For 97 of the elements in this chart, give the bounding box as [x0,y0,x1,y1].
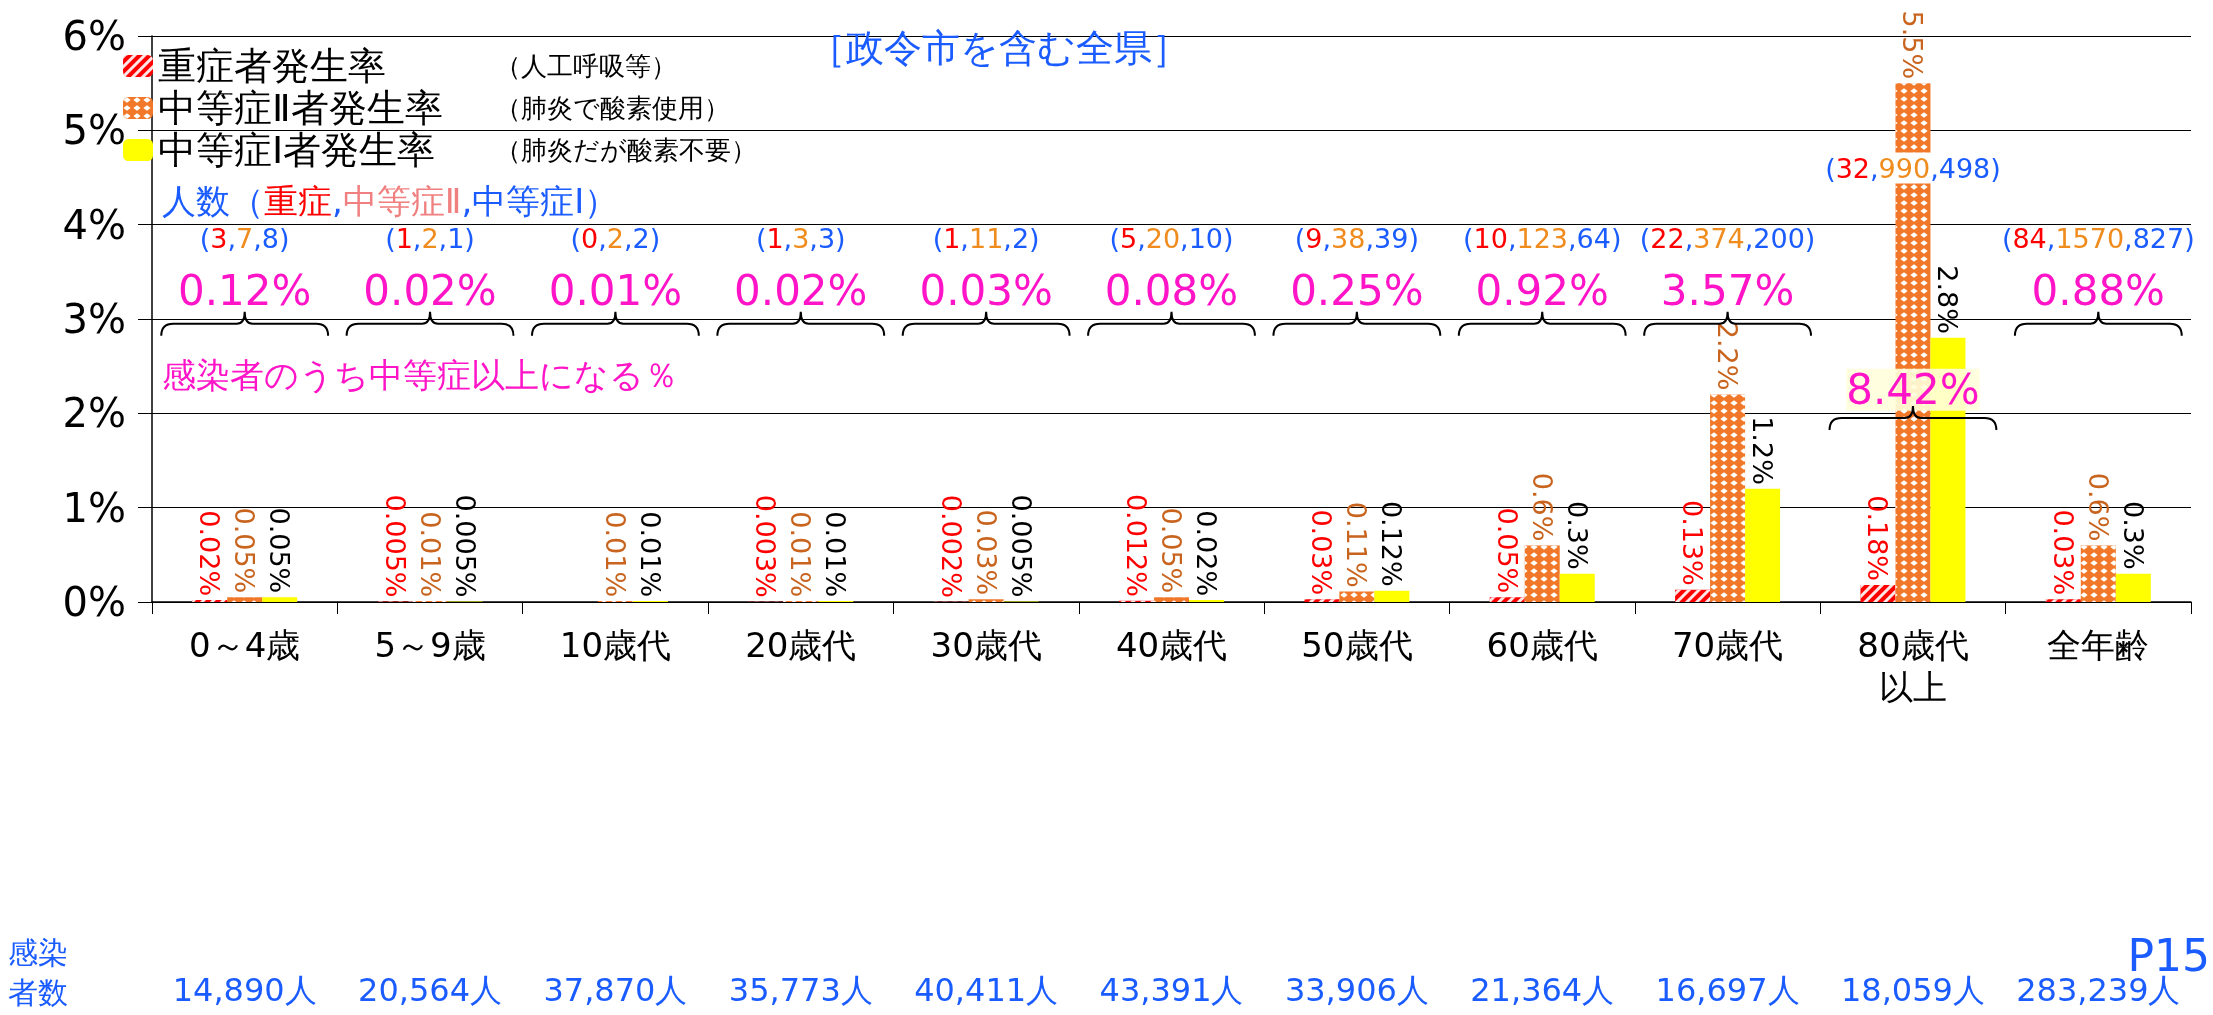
text: 43,391人 [1099,971,1244,1009]
bar [1559,573,1595,602]
y-tick-label: 6% [62,13,126,59]
x-tick-label: 60歳代 [1486,625,1598,665]
data-label: 0.01% [820,511,852,598]
annotation: (10,123,64) [1462,223,1622,255]
annotation: (9,38,39) [1294,223,1419,255]
data-label: 0.02% [194,510,226,597]
data-label: 0.01% [634,511,666,598]
x-tick-label: 5～9歳 [374,625,486,665]
bar [1374,590,1410,602]
annotation: 0.12% [177,266,312,316]
text: 14,890人 [172,971,317,1009]
data-label: 0.05% [229,507,261,594]
x-tick-label: 70歳代 [1671,625,1784,665]
annotation: 0.92% [1475,266,1609,316]
bar [262,597,298,602]
data-label: 0.6% [1526,472,1558,542]
y-tick-label: 0% [62,579,126,625]
annotation: (1,11,2) [932,223,1040,255]
text: 37,870人 [543,971,688,1009]
x-tick-label: 0～4歳 [189,625,301,665]
data-label: 5.5% [1897,10,1929,80]
annotation: 8.42% [1846,365,1980,415]
x-tick-label: 30歳代 [930,625,1042,665]
y-tick-label: 2% [62,390,126,437]
x-tick-label: 50歳代 [1301,625,1413,665]
data-label: 0.05% [264,507,296,594]
data-label: 1.2% [1747,416,1779,485]
annotation: (84,1570,827) [2001,223,2195,255]
data-label: 0.13% [1677,499,1709,586]
text: 18,059人 [1840,971,1985,1009]
text: 33,906人 [1284,971,1429,1009]
legend-label: 中等症Ⅰ者発生率 [158,128,436,172]
annotation: （人工呼吸等） [494,51,677,81]
data-label: 0.03% [970,509,1002,596]
annotation: 0.02% [734,266,868,316]
x-tick-label: 40歳代 [1115,625,1228,665]
data-label: 0.003% [750,494,782,598]
text: 40,411人 [914,971,1059,1009]
data-label: 0.01% [785,511,817,598]
annotation: 0.01% [548,266,683,316]
data-label: 0.01% [414,511,446,598]
annotation: 0.02% [363,266,497,316]
annotation: 3.57% [1660,266,1795,316]
bar [1745,488,1781,602]
y-tick-label: 3% [62,296,126,342]
y-tick-label: 4% [62,201,126,248]
data-label: 2.8% [1932,265,1964,334]
annotation: (3,7,8) [199,223,290,255]
annotation: （肺炎で酸素使用） [494,93,730,123]
annotation: 感染者のうち中等症以上になる％ [162,355,678,395]
data-label: 2.2% [1712,321,1744,391]
bar [2115,573,2151,602]
annotation: (1,2,1) [385,223,475,255]
x-tick-label: 20歳代 [745,625,857,665]
annotation: (32,990,498) [1825,152,2001,184]
annotation: 人数（重症,中等症Ⅱ,中等症Ⅰ） [162,181,619,221]
annotation: (0,2,2) [570,223,661,255]
data-label: 0.05% [1156,507,1187,594]
data-label: 0.005% [379,494,411,598]
data-label: 0.18% [1862,495,1894,582]
annotation: 0.25% [1290,266,1424,316]
data-label: 0.11% [1341,501,1373,588]
y-tick-label: 1% [62,484,126,531]
text: 16,697人 [1655,971,1800,1009]
x-tick-label: 全年齢 [2047,625,2150,665]
annotation: (1,3,3) [755,223,846,255]
legend-label: 中等症Ⅱ者発生率 [158,86,443,130]
data-label: 0.005% [449,494,481,598]
annotation: 0.03% [919,266,1053,316]
legend-label: 重症者発生率 [158,44,386,88]
data-label: 0.6% [2082,472,2114,542]
annotation: 0.88% [2031,266,2166,316]
data-label: 0.03% [2047,509,2079,596]
data-label: 0.05% [1491,507,1523,594]
annotation: (5,20,10) [1109,223,1234,255]
annotation: ［政令市を含む全県］ [808,26,1190,70]
data-label: 0.01% [599,511,631,598]
y-tick-label: 5% [62,107,126,154]
data-label: 0.012% [1121,493,1152,597]
text: 感染者数 [8,934,68,1010]
text: 21,364人 [1470,971,1615,1009]
text: 20,564人 [358,971,503,1009]
data-label: 0.3% [2117,501,2149,570]
data-label: 0.3% [1561,501,1593,570]
data-label: 0.12% [1376,500,1408,587]
annotation: (22,374,200) [1639,223,1816,255]
x-tick-label: 10歳代 [559,625,672,665]
data-label: 0.005% [1005,494,1037,598]
data-label: 0.02% [1191,510,1222,597]
annotation: 0.08% [1104,266,1239,316]
data-label: 0.03% [1306,509,1338,596]
annotation: （肺炎だが酸素不要） [494,135,757,165]
data-label: 0.002% [935,494,967,598]
text: 35,773人 [728,971,873,1009]
x-tick-label: 80歳代以上 [1857,625,1969,707]
